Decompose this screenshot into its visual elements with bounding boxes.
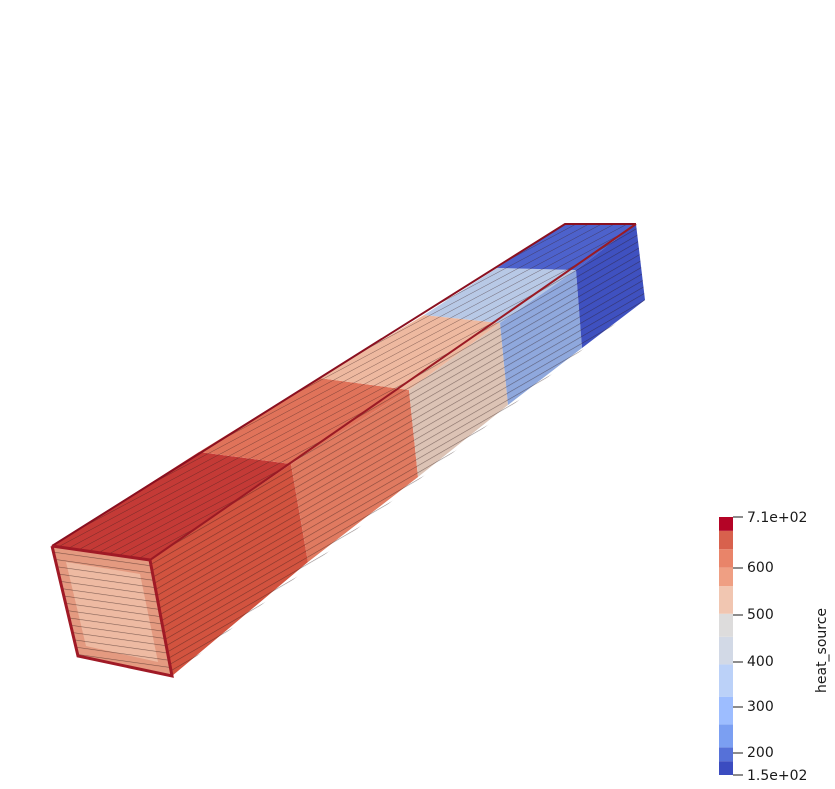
tick-min-label: 1.5e+02 (747, 768, 807, 784)
tick-500-label: 500 (747, 607, 774, 623)
colorbar-band-4 (719, 696, 733, 725)
tick-max-label: 7.1e+02 (747, 510, 807, 526)
front-face (50, 544, 174, 678)
colorbar-band-5 (719, 664, 733, 697)
colorbar-title: heat_source (814, 608, 830, 693)
colorbar-band-8 (719, 586, 733, 614)
colorbar-band-1 (719, 761, 733, 775)
colorbar-band-9 (719, 567, 733, 587)
colorbar-band-6 (719, 636, 733, 665)
front-face-mesh (52, 546, 172, 676)
colorbar-band-11 (719, 530, 733, 550)
top-edge (51, 223, 636, 547)
tick-200-label: 200 (747, 745, 774, 761)
side-mesh (150, 224, 645, 676)
top-face (51, 223, 636, 560)
colorbar-band-3 (719, 724, 733, 748)
colorbar-ticks: 7.1e+02 600 500 400 300 200 1.5e+02 (733, 510, 807, 784)
side-edge (149, 223, 637, 561)
front-face-border (50, 544, 174, 678)
colorbar-band-2 (719, 747, 733, 762)
tick-400-label: 400 (747, 654, 774, 670)
colorbar-band-10 (719, 549, 733, 568)
colorbar-band-12 (719, 517, 733, 531)
top-mesh (52, 224, 636, 560)
side-face (149, 223, 645, 676)
colorbar-legend: 7.1e+02 600 500 400 300 200 1.5e+02 heat… (719, 510, 830, 784)
tick-600-label: 600 (747, 560, 774, 576)
tick-300-label: 300 (747, 699, 774, 715)
heat-bar-mesh[interactable] (50, 223, 645, 678)
colorbar-band-7 (719, 613, 733, 637)
colorbar-bands (719, 517, 733, 775)
